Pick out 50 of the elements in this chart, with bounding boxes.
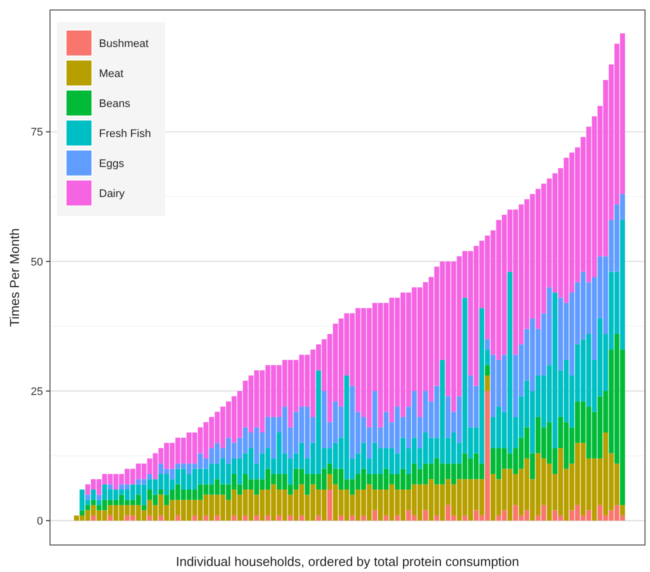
bar <box>299 515 304 521</box>
y-tick-label: 75 <box>30 126 43 139</box>
y-tick-label: 0 <box>36 515 43 528</box>
bar <box>80 510 85 516</box>
legend-label: Bushmeat <box>99 38 149 50</box>
bar <box>147 515 152 521</box>
y-tick-label: 25 <box>30 386 43 398</box>
legend-label: Beans <box>99 98 131 110</box>
bar <box>158 515 164 521</box>
bar <box>327 490 332 521</box>
bar <box>316 515 322 521</box>
bar <box>620 505 625 516</box>
bar <box>85 494 90 500</box>
bar <box>90 500 96 506</box>
bar <box>361 515 366 521</box>
x-axis-title: Individual households, ordered by total protein consumption <box>176 554 520 569</box>
bar <box>372 510 378 521</box>
bar <box>423 510 428 521</box>
bar <box>175 515 180 521</box>
bar <box>90 490 96 500</box>
bar <box>484 365 490 376</box>
bar <box>85 505 90 510</box>
legend-label: Meat <box>99 68 124 80</box>
legend-label: Fresh Fish <box>99 128 151 140</box>
bar <box>147 474 152 480</box>
bar <box>96 494 102 500</box>
bar <box>192 515 198 521</box>
bar <box>394 515 400 521</box>
bar <box>288 515 293 521</box>
bar <box>338 515 344 521</box>
bar <box>276 515 282 521</box>
bar <box>203 515 208 521</box>
bar <box>96 500 102 506</box>
bar <box>142 505 147 510</box>
bar <box>265 515 270 521</box>
bar <box>484 339 490 350</box>
bar <box>350 515 355 521</box>
bar <box>384 515 389 521</box>
legend-label: Dairy <box>99 188 126 200</box>
bar <box>158 490 164 495</box>
bar <box>484 375 490 392</box>
legend-label: Eggs <box>99 158 125 170</box>
bar <box>242 515 248 521</box>
bar <box>90 515 96 521</box>
y-axis-title: Times Per Month <box>7 228 22 327</box>
bar <box>214 515 220 521</box>
bar <box>232 515 237 521</box>
bar <box>254 515 260 521</box>
y-tick-label: 50 <box>30 256 43 268</box>
bar <box>462 515 468 521</box>
